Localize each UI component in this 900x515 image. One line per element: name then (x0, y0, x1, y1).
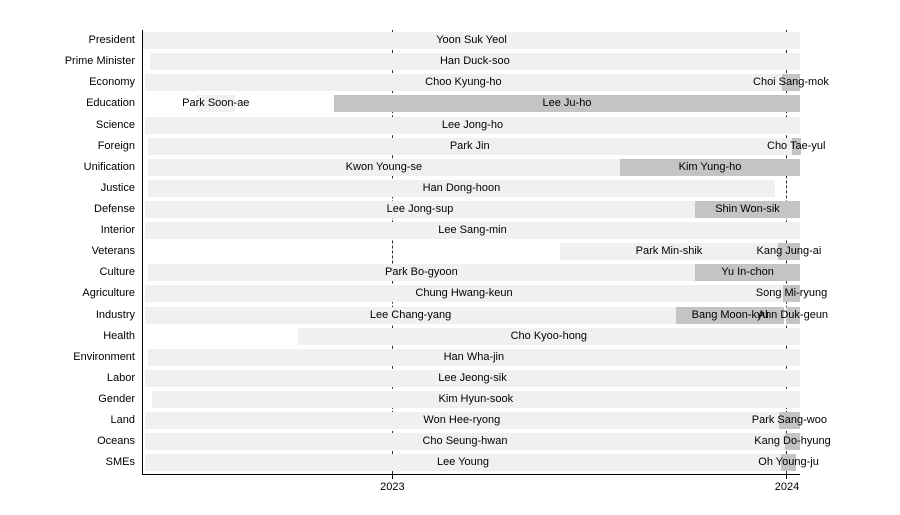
bar-label-minister: Kang Jung-ai (756, 245, 822, 258)
gantt-bar-dark (695, 201, 800, 218)
bar-label-minister: Lee Young (437, 456, 490, 469)
gantt-bar-dark (676, 306, 785, 324)
bar-label-minister: Kwon Young-se (345, 160, 423, 173)
gantt-bar-dark (791, 137, 801, 155)
bar-label-minister: Kim Yung-ho (678, 160, 742, 173)
gantt-bar-light (560, 243, 778, 261)
gantt-bar-dark (785, 306, 800, 324)
row-label-interior: Interior (100, 224, 135, 237)
gantt-bar-light (147, 137, 792, 155)
bar-label-minister: Lee Sang-min (438, 224, 507, 237)
row-label-justice: Justice (100, 181, 135, 194)
row-label-industry: Industry (95, 308, 135, 321)
bar-label-minister: Park Soon-ae (182, 97, 250, 110)
gantt-bar-dark (620, 158, 800, 176)
x-tick-2024 (786, 474, 788, 479)
bar-label-minister: Oh Young-ju (758, 456, 819, 469)
gantt-bar-light (144, 285, 784, 303)
row-label-labor: Labor (106, 371, 135, 384)
row-label-oceans: Oceans (97, 435, 135, 448)
row-label-veterans: Veterans (91, 245, 135, 258)
gantt-bar-dark (781, 454, 797, 472)
x-axis-line (142, 473, 800, 475)
row-label-unification: Unification (83, 160, 135, 173)
gantt-bar-dark (778, 412, 800, 430)
gantt-bar-dark (695, 264, 800, 282)
gantt-bar-light (144, 306, 677, 324)
gantt-bar-dark (785, 433, 800, 451)
gantt-bar-light (196, 95, 235, 113)
bar-label-minister: Kim Hyun-sook (438, 393, 514, 406)
bar-label-minister: Won Hee-ryong (423, 414, 501, 427)
row-label-prime-minister: Prime Minister (64, 55, 135, 68)
bar-label-minister: Ahn Duk-geun (757, 308, 829, 321)
bar-label-minister: Park Sang-woo (751, 414, 827, 427)
row-label-science: Science (95, 118, 135, 131)
bar-label-minister: Lee Jeong-sik (438, 371, 507, 384)
gantt-bar-dark (777, 243, 800, 261)
bar-label-minister: Song Mi-ryung (755, 287, 828, 300)
bar-label-minister: Lee Chang-yang (369, 308, 452, 321)
bar-label-minister: Han Dong-hoon (422, 181, 501, 194)
row-label-foreign: Foreign (97, 139, 135, 152)
bar-label-minister: Lee Jong-ho (441, 118, 504, 131)
gantt-bar-light (147, 179, 776, 197)
gantt-bar-light (144, 116, 800, 134)
bar-label-minister: Chung Hwang-keun (415, 287, 513, 300)
gantt-bar-light (151, 391, 800, 409)
x-tick-label-2024: 2024 (774, 480, 800, 493)
bar-label-minister: Yu In-chon (721, 266, 774, 279)
row-label-health: Health (103, 329, 135, 342)
bar-label-minister: Park Bo-gyoon (384, 266, 458, 279)
row-label-defense: Defense (94, 203, 135, 215)
row-label-culture: Culture (99, 266, 135, 279)
gantt-bar-dark (781, 74, 800, 92)
bar-label-minister: Cho Seung-hwan (422, 435, 508, 448)
gantt-bar-light (143, 32, 800, 50)
gantt-bar-light (144, 454, 782, 472)
x-tick-2023 (391, 474, 393, 479)
bar-label-minister: Choi Sang-mok (753, 76, 829, 89)
bar-label-minister: Lee Jong-sup (386, 203, 454, 215)
bar-label-minister: Kang Do-hyung (754, 435, 831, 448)
bar-label-minister: Park Min-shik (635, 245, 703, 258)
row-label-education: Education (86, 97, 135, 110)
gantt-bar-light (144, 222, 800, 240)
bar-label-minister: Choo Kyung-ho (425, 76, 502, 89)
row-label-president: President (88, 34, 135, 47)
gantt-bar-light (147, 348, 800, 366)
row-label-agriculture: Agriculture (82, 287, 135, 300)
row-label-land: Land (110, 414, 135, 427)
gantt-bar-light (149, 53, 800, 71)
bar-label-minister: Han Wha-jin (443, 350, 505, 363)
row-label-economy: Economy (89, 76, 135, 89)
gantt-bar-dark (783, 285, 800, 303)
bar-label-minister: Han Duck-soo (439, 55, 510, 68)
row-label-smes: SMEs (105, 456, 135, 469)
bar-label-minister: Lee Ju-ho (542, 97, 592, 110)
gantt-bar-light (144, 74, 782, 92)
gantt-bar-light (144, 369, 800, 387)
y-axis-spine (142, 30, 143, 474)
gantt-bar-light (144, 412, 779, 430)
bar-label-minister: Shin Won-sik (715, 203, 780, 215)
year-gridline-2023 (391, 30, 393, 474)
bar-label-minister: Yoon Suk Yeol (436, 34, 507, 47)
bar-label-minister: Cho Tae-yul (767, 139, 826, 152)
row-label-gender: Gender (98, 393, 135, 406)
bar-label-minister: Park Jin (449, 139, 490, 152)
bar-label-minister: Bang Moon-kyu (691, 308, 769, 321)
row-label-environment: Environment (73, 350, 135, 363)
gantt-bar-light (144, 201, 696, 218)
gantt-bar-light (297, 327, 800, 345)
x-tick-label-2023: 2023 (380, 480, 405, 493)
gantt-bar-light (147, 158, 621, 176)
gantt-bar-light (144, 433, 785, 451)
bar-label-minister: Cho Kyoo-hong (510, 329, 588, 342)
gantt-bar-light (147, 264, 696, 282)
gantt-bar-dark (333, 95, 800, 113)
